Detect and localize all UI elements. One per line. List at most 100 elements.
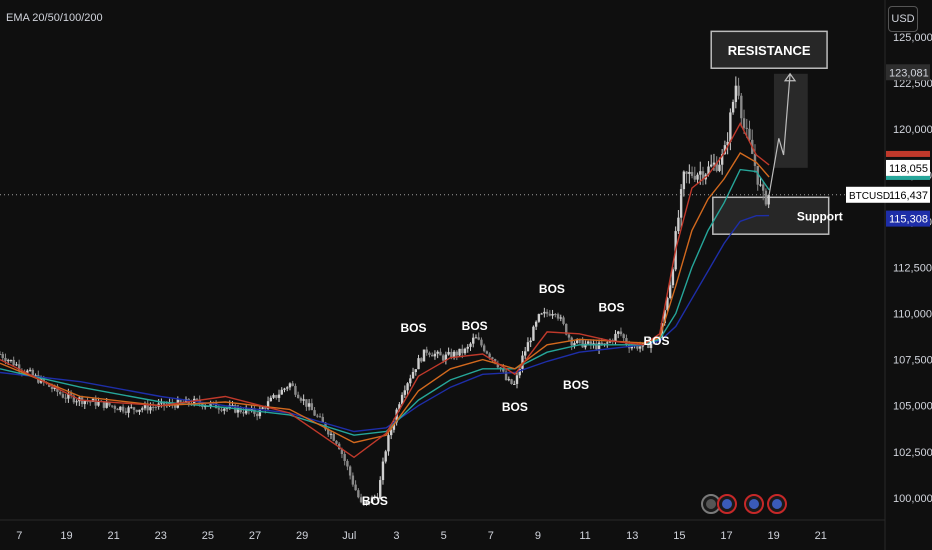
candle-body (1, 354, 4, 358)
candle-body (586, 341, 590, 344)
candle-body (83, 401, 86, 405)
candle-body (425, 349, 428, 353)
projection-arrowhead (783, 72, 797, 82)
candle-body (417, 358, 420, 370)
candle-body (447, 351, 450, 355)
candle-body (119, 406, 122, 411)
candle-body (630, 346, 634, 349)
candle-body (575, 339, 579, 344)
candle-body (250, 408, 253, 411)
candle-body (141, 408, 144, 410)
price-tag-ema-slow: 115,308 (889, 214, 928, 226)
ema20-line (0, 122, 770, 459)
event-icon-inner (706, 499, 716, 509)
candle-body (565, 323, 568, 335)
candle-body (682, 171, 686, 190)
candle-body (132, 407, 136, 410)
candle-body (173, 404, 177, 408)
candle-body (28, 369, 32, 371)
candle-body (526, 342, 530, 352)
candle-body (121, 406, 125, 412)
candle-body (636, 344, 639, 349)
candle-body (258, 408, 262, 417)
candle-body (351, 475, 355, 485)
x-tick-label: 23 (155, 530, 167, 542)
candle-body (756, 165, 759, 185)
price-tag-ema-fast: 118,055 (889, 163, 928, 175)
candle-body (379, 480, 382, 499)
bos-label: BOS (502, 400, 528, 414)
candle-body (231, 405, 234, 407)
candle-body (346, 460, 349, 467)
bos-label: BOS (362, 494, 388, 508)
price-tag-current: 116,437 (889, 190, 928, 202)
candle-body (89, 401, 92, 403)
candle-body (422, 349, 426, 362)
candle-body (223, 408, 226, 411)
candle-body (477, 337, 480, 340)
candle-body (359, 497, 363, 503)
bos-label: BOS (563, 378, 589, 392)
candle-body (329, 433, 333, 435)
support-label: Support (797, 210, 843, 224)
candle-body (143, 404, 147, 409)
y-tick-label: 112,500 (893, 262, 932, 274)
candle-body (384, 451, 387, 462)
x-tick-label: Jul (342, 530, 356, 542)
candle-body (61, 394, 65, 398)
candle-body (649, 342, 653, 349)
candle-body (463, 348, 467, 354)
candle-body (354, 484, 357, 491)
candle-body (94, 398, 97, 406)
candle-body (154, 406, 158, 408)
candle-body (712, 162, 716, 165)
currency-button[interactable]: USD (888, 6, 918, 32)
x-tick-label: 25 (202, 530, 214, 542)
candle-body (376, 496, 379, 499)
candle-body (499, 367, 502, 369)
candle-body (715, 162, 718, 171)
x-tick-label: 7 (488, 530, 494, 542)
candle-body (466, 346, 469, 349)
target-zone (773, 73, 808, 168)
candle-body (343, 454, 346, 461)
candle-body (537, 314, 541, 322)
candle-body (116, 408, 119, 411)
candle-body (450, 351, 453, 358)
x-tick-label: 11 (579, 530, 590, 542)
candle-body (411, 372, 415, 379)
candle-body (619, 331, 623, 335)
candle-body (69, 393, 73, 396)
candle-body (617, 331, 620, 334)
candle-body (690, 171, 694, 176)
candle-body (677, 217, 680, 232)
candle-body (296, 394, 300, 399)
candle-body (562, 317, 565, 324)
candle-body (753, 153, 757, 166)
candle-body (545, 311, 549, 314)
candle-body (327, 429, 330, 435)
candle-body (600, 342, 603, 346)
x-tick-label: 27 (249, 530, 261, 542)
candle-body (685, 171, 688, 174)
candle-body (124, 411, 128, 413)
candle-body (149, 406, 152, 411)
candle-body (679, 189, 683, 218)
candle-body (472, 337, 475, 344)
candle-body (357, 490, 360, 498)
event-icon-inner (749, 499, 759, 509)
y-tick-label: 122,500 (893, 78, 932, 90)
candle-body (321, 416, 324, 423)
candle-body (668, 285, 672, 298)
candle-body (524, 351, 527, 356)
candle-body (277, 394, 281, 398)
candle-body (748, 128, 751, 140)
candle-body (151, 406, 155, 408)
event-icon-inner (772, 499, 782, 509)
candle-body (693, 175, 697, 180)
candle-body (48, 383, 51, 387)
candle-body (534, 321, 538, 327)
candle-body (373, 496, 376, 498)
x-tick-label: 29 (296, 530, 308, 542)
